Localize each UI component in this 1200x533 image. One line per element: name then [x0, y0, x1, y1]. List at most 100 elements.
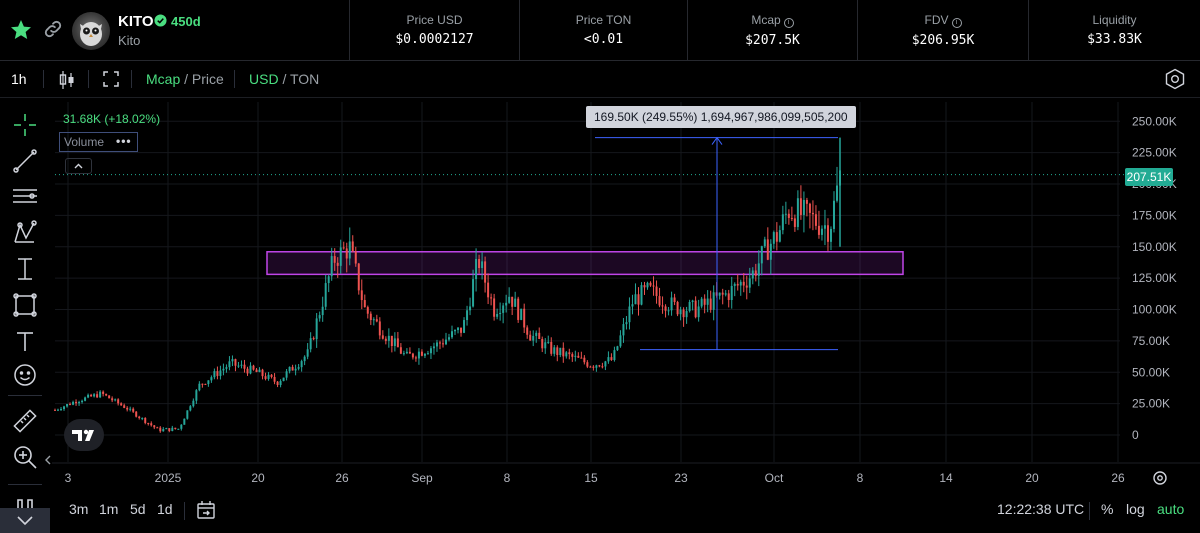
currency-toggle[interactable]: USD / TON [249, 71, 319, 87]
time-axis[interactable]: 3 2025 20 26 Sep 8 15 23 Oct 8 14 20 26 [52, 462, 1200, 485]
candle-body [321, 306, 324, 316]
pattern-tool-icon[interactable] [12, 220, 38, 246]
link-icon[interactable] [42, 18, 64, 40]
price-tick-label: 25.00K [1132, 397, 1170, 411]
candle-body [796, 198, 799, 227]
range-5d-button[interactable]: 5d [130, 501, 146, 517]
candle-body [532, 335, 535, 341]
ton-option[interactable]: TON [289, 71, 320, 87]
measure-tool-icon[interactable] [12, 256, 38, 282]
candle-body [781, 214, 784, 231]
price-range-measure[interactable] [595, 136, 838, 351]
chart-grid [55, 102, 1124, 462]
divider [234, 70, 235, 88]
candle-body [631, 304, 634, 307]
candle-body [198, 383, 201, 391]
candle-body [63, 406, 66, 410]
mcap-option[interactable]: Mcap [146, 71, 181, 87]
usd-option[interactable]: USD [249, 71, 279, 87]
candle-body [408, 351, 411, 354]
divider [1089, 502, 1090, 520]
candle-body [826, 225, 829, 242]
auto-scale-button[interactable]: auto [1157, 501, 1185, 517]
volume-indicator[interactable]: Volume ••• [59, 132, 138, 152]
candle-body [676, 302, 679, 315]
candle-body [75, 401, 78, 404]
token-header: KITO 450d Kito Price USD $0.0002127 Pric… [0, 0, 1200, 61]
info-icon[interactable]: i [951, 18, 962, 28]
candle-body [619, 335, 622, 347]
chevron-up-icon[interactable] [66, 159, 91, 173]
range-1m-button[interactable]: 1m [99, 501, 119, 517]
price-chart[interactable]: 250.00K225.00K200.00K175.00K150.00K125.0… [52, 98, 1200, 498]
time-tick-label: 20 [1025, 471, 1039, 485]
verified-check-icon [154, 14, 167, 27]
candlestick-series [54, 137, 841, 433]
percent-scale-button[interactable]: % [1101, 501, 1114, 517]
candle-body [685, 311, 688, 318]
info-icon[interactable]: i [783, 18, 794, 28]
log-scale-button[interactable]: log [1126, 501, 1145, 517]
candle-body [111, 398, 114, 401]
favorite-star-icon[interactable] [9, 18, 33, 42]
more-options-icon[interactable]: ••• [116, 134, 132, 148]
tradingview-logo[interactable] [64, 419, 104, 451]
fullscreen-icon[interactable] [103, 71, 119, 87]
price-option[interactable]: Price [191, 71, 224, 87]
candle-body [207, 380, 210, 385]
candle-body [117, 399, 120, 404]
candles-icon[interactable] [58, 70, 76, 90]
stat-price-ton: Price TON <0.01 [519, 0, 687, 61]
candle-body [366, 307, 369, 314]
stat-value: $206.95K [911, 33, 975, 48]
chevron-down-icon[interactable] [0, 508, 50, 533]
zoom-in-icon[interactable] [12, 444, 38, 470]
price-axis[interactable]: 250.00K225.00K200.00K175.00K150.00K125.0… [1132, 114, 1177, 442]
range-1d-button[interactable]: 1d [157, 501, 173, 517]
scroll-down-button[interactable] [0, 508, 50, 533]
candle-body [195, 390, 198, 401]
crosshair-icon[interactable] [12, 112, 38, 138]
axis-settings-icon[interactable] [1153, 471, 1167, 485]
mcap-price-toggle[interactable]: Mcap / Price [146, 71, 224, 87]
candle-body [802, 199, 805, 215]
collapse-legend-button[interactable] [65, 158, 92, 174]
candle-body [493, 298, 496, 317]
candle-body [793, 218, 796, 227]
candle-body [643, 285, 646, 288]
time-tick-label: 20 [251, 471, 265, 485]
candle-body [820, 228, 823, 235]
stat-label-wrap: FDV i [858, 13, 1028, 28]
text-tool-icon[interactable] [12, 328, 38, 354]
horizontal-lines-icon[interactable] [12, 184, 38, 210]
candle-body [375, 319, 378, 322]
calendar-goto-icon[interactable] [195, 499, 217, 521]
interval-button[interactable]: 1h [11, 71, 27, 87]
candle-body [823, 225, 826, 229]
candle-body [240, 364, 243, 366]
candle-body [168, 428, 171, 431]
clock-timezone[interactable]: 12:22:38 UTC [997, 501, 1085, 517]
collapse-toolbar-icon[interactable] [44, 454, 52, 466]
candle-body [481, 261, 484, 269]
ruler-icon[interactable] [12, 408, 38, 434]
candle-body [126, 407, 129, 410]
rectangle-tool-icon[interactable] [12, 292, 38, 318]
candle-body [748, 278, 751, 288]
candle-body [808, 203, 811, 213]
candle-body [390, 335, 393, 347]
emoji-icon[interactable] [12, 362, 38, 388]
token-avatar [72, 12, 110, 50]
trend-line-icon[interactable] [12, 148, 38, 174]
candle-body [291, 366, 294, 371]
candle-body [478, 258, 481, 269]
support-zone[interactable] [266, 251, 904, 276]
settings-icon[interactable] [1164, 68, 1186, 90]
gear-ring [1153, 471, 1167, 485]
candle-body [123, 405, 126, 408]
candle-body [709, 298, 712, 310]
candle-body [613, 350, 616, 361]
divider [131, 70, 132, 88]
range-3m-button[interactable]: 3m [69, 501, 89, 517]
time-tick-label: 3 [65, 471, 72, 485]
